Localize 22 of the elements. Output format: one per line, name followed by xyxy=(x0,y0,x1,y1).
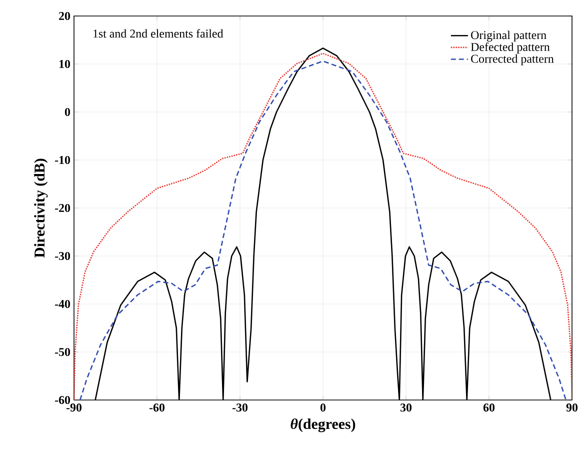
x-tick-label: 0 xyxy=(320,404,326,412)
y-tick-label: -60 xyxy=(54,396,70,404)
x-tick-label: -60 xyxy=(149,404,165,412)
x-tick-label: -90 xyxy=(66,404,82,412)
y-tick-label: -20 xyxy=(54,204,70,212)
x-tick-label: 60 xyxy=(483,404,495,412)
y-tick-label: -10 xyxy=(54,156,70,164)
y-tick-label: -30 xyxy=(54,252,70,260)
legend-label: Original pattern xyxy=(471,30,546,42)
legend-label: Corrected pattern xyxy=(471,54,554,66)
y-tick-label: 10 xyxy=(59,60,70,68)
y-tick-label: 20 xyxy=(59,12,70,20)
x-tick-label: -30 xyxy=(232,404,248,412)
y-tick-label: -50 xyxy=(54,348,70,356)
x-tick-label: 30 xyxy=(400,404,412,412)
legend-label: Defected pattern xyxy=(470,42,550,54)
x-axis-title: θ(degrees) xyxy=(290,418,356,432)
y-tick-label: -40 xyxy=(54,300,70,308)
y-axis-title: Directivity (dB) xyxy=(34,158,48,258)
y-tick-label: 0 xyxy=(64,108,70,116)
x-tick-label: 90 xyxy=(566,404,578,412)
annotation: 1st and 2nd elements failed xyxy=(94,29,224,38)
